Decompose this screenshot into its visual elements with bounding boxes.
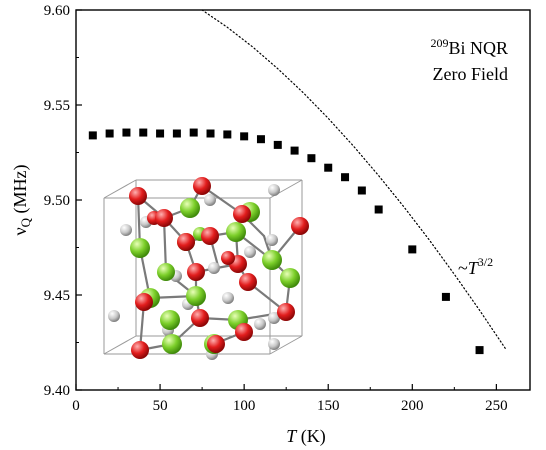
data-point	[139, 128, 148, 137]
data-point	[156, 129, 165, 138]
data-point	[324, 163, 333, 172]
data-point	[290, 146, 299, 155]
y-tick-label: 9.55	[44, 98, 70, 114]
crystal-structure-icon	[103, 177, 309, 360]
fit-curve	[201, 9, 508, 351]
data-point	[206, 129, 215, 138]
fit-curve-line	[201, 9, 508, 351]
data-point	[105, 129, 114, 138]
x-tick-label: 0	[72, 398, 80, 414]
data-point	[374, 205, 383, 214]
y-tick-label: 9.40	[44, 383, 70, 399]
x-tick-label: 250	[485, 398, 508, 414]
data-point	[273, 140, 282, 149]
x-tick-label: 50	[153, 398, 168, 414]
data-point	[223, 130, 232, 139]
data-point	[475, 346, 484, 355]
data-point	[307, 154, 316, 163]
data-point	[441, 292, 450, 301]
axis-ticks: 0 50 100 150 200 250 9.40 9.45 9.50 9.55 9.60	[44, 3, 508, 414]
field-label: Zero Field	[433, 64, 508, 84]
data-point	[240, 132, 249, 141]
data-point	[88, 131, 97, 140]
data-point	[341, 173, 350, 182]
x-tick-label: 200	[401, 398, 424, 414]
data-point	[256, 135, 265, 144]
data-point	[189, 128, 198, 137]
data-point	[172, 129, 181, 138]
fit-law-label: ~T3/2	[458, 255, 493, 278]
data-point	[357, 186, 366, 195]
data-points	[88, 128, 484, 355]
y-axis-title: νQ (MHz)	[10, 164, 33, 235]
x-tick-label: 150	[317, 398, 340, 414]
y-tick-label: 9.45	[44, 288, 70, 304]
x-axis-title: T (K)	[286, 426, 326, 447]
data-point	[122, 128, 131, 137]
data-point	[408, 245, 417, 254]
nqr-label: 209Bi NQR	[430, 36, 508, 58]
y-tick-label: 9.60	[44, 3, 70, 19]
x-tick-label: 100	[233, 398, 256, 414]
y-tick-label: 9.50	[44, 193, 70, 209]
